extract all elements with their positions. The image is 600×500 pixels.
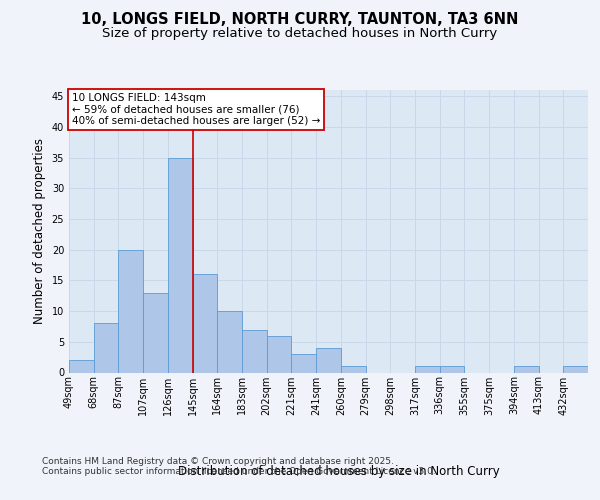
Text: 10 LONGS FIELD: 143sqm
← 59% of detached houses are smaller (76)
40% of semi-det: 10 LONGS FIELD: 143sqm ← 59% of detached… (71, 93, 320, 126)
Text: 10, LONGS FIELD, NORTH CURRY, TAUNTON, TA3 6NN: 10, LONGS FIELD, NORTH CURRY, TAUNTON, T… (82, 12, 518, 28)
Bar (514, 366, 539, 372)
Bar (69, 360, 94, 372)
Bar (415, 366, 440, 372)
Bar (316, 348, 341, 372)
Bar (267, 336, 292, 372)
Y-axis label: Number of detached properties: Number of detached properties (33, 138, 46, 324)
Text: Contains public sector information licensed under the Open Government Licence v3: Contains public sector information licen… (42, 468, 436, 476)
Text: Size of property relative to detached houses in North Curry: Size of property relative to detached ho… (103, 28, 497, 40)
Bar (94, 324, 118, 372)
Bar (118, 250, 143, 372)
Bar (341, 366, 365, 372)
Bar (440, 366, 464, 372)
Text: Contains HM Land Registry data © Crown copyright and database right 2025.: Contains HM Land Registry data © Crown c… (42, 458, 394, 466)
Bar (193, 274, 217, 372)
Bar (168, 158, 193, 372)
Bar (242, 330, 267, 372)
Bar (143, 292, 168, 372)
Bar (563, 366, 588, 372)
Bar (217, 311, 242, 372)
Bar (292, 354, 316, 372)
Text: Distribution of detached houses by size in North Curry: Distribution of detached houses by size … (178, 464, 500, 477)
